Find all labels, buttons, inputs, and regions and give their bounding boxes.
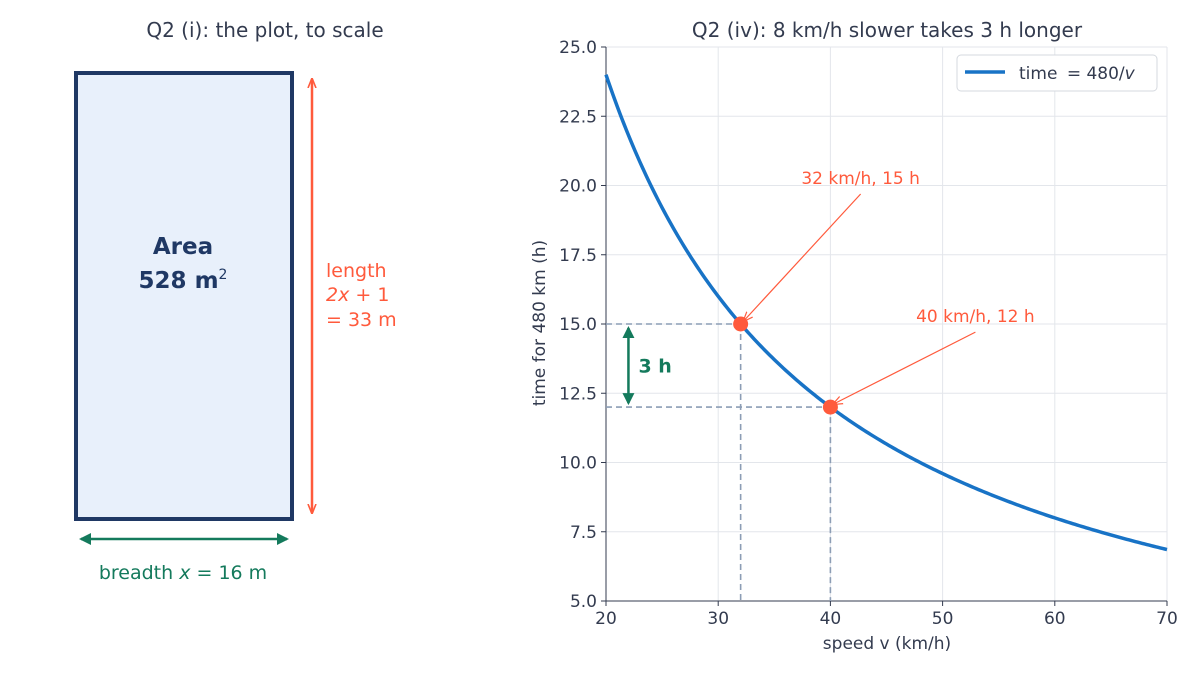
point-annotation-label: 32 km/h, 15 h: [801, 169, 920, 189]
point-annotation-arrow: [833, 331, 976, 404]
length-expression-plus: + 1: [349, 284, 389, 306]
legend-entry-prefix: time: [1019, 64, 1063, 84]
time-gap-label: 3 h: [638, 356, 671, 378]
area-value-text: 528 m: [139, 268, 219, 294]
breadth-label-prefix: breadth: [99, 562, 179, 584]
plot-rectangle: [74, 71, 294, 521]
y-tick-label: 17.5: [559, 246, 597, 266]
data-point: [822, 399, 838, 415]
legend-entry-var: v: [1125, 64, 1136, 84]
length-expression-var: 2x: [326, 284, 350, 306]
x-tick-label: 70: [1156, 609, 1178, 629]
legend-box: [956, 54, 1158, 92]
y-tick-label: 22.5: [559, 107, 597, 127]
length-value: = 33 m: [326, 309, 397, 331]
legend: time = 480/v: [956, 54, 1158, 92]
length-expression: 2x + 1: [326, 284, 389, 306]
legend-entry-eq: = 480/: [1067, 64, 1125, 84]
point-annotation-arrow: [744, 193, 862, 321]
time-speed-chart: Q2 (iv): 8 km/h slower takes 3 h longer …: [530, 18, 1178, 654]
plot-diagram-panel: Q2 (i): the plot, to scale Area 528 m2 l…: [74, 18, 397, 584]
x-tick-label: 40: [820, 609, 842, 629]
point-annotation-label: 40 km/h, 12 h: [916, 307, 1035, 327]
left-panel-title: Q2 (i): the plot, to scale: [146, 18, 383, 42]
area-unit-superscript: 2: [219, 267, 228, 283]
y-tick-label: 10.0: [559, 454, 597, 474]
y-tick-label: 12.5: [559, 384, 597, 404]
breadth-label: breadth x = 16 m: [99, 562, 267, 584]
axes: 20 30 40 50 60 70 5.0 7.5 10.0 12.5 15.0 17.5 20.0 22…: [559, 38, 1178, 629]
x-tick-label: 20: [595, 609, 617, 629]
chart-title: Q2 (iv): 8 km/h slower takes 3 h longer: [692, 18, 1083, 42]
breadth-label-var: x: [178, 562, 191, 584]
breadth-label-suffix: = 16 m: [190, 562, 267, 584]
y-tick-label: 25.0: [559, 38, 597, 58]
y-tick-label: 5.0: [570, 592, 597, 612]
length-label: length: [326, 260, 387, 282]
annotations: 3 h 32 km/h, 15 h 40 km/h, 12 h: [622, 169, 1035, 415]
series-line-time: [604, 74, 1168, 552]
data-point: [733, 316, 749, 332]
area-value: 528 m2: [139, 267, 228, 294]
x-tick-label: 30: [707, 609, 729, 629]
grid: [605, 46, 1168, 602]
x-tick-label: 60: [1044, 609, 1066, 629]
legend-entry: time = 480/v: [1019, 64, 1136, 84]
x-tick-label: 50: [932, 609, 954, 629]
y-tick-label: 7.5: [570, 523, 597, 543]
y-axis-label: time for 480 km (h): [530, 240, 550, 406]
y-tick-label: 20.0: [559, 177, 597, 197]
area-label: Area: [153, 234, 213, 260]
guide-lines: [606, 323, 832, 601]
y-tick-label: 15.0: [559, 315, 597, 335]
curve-layer: [604, 74, 1168, 552]
x-axis-label: speed v (km/h): [823, 634, 951, 654]
